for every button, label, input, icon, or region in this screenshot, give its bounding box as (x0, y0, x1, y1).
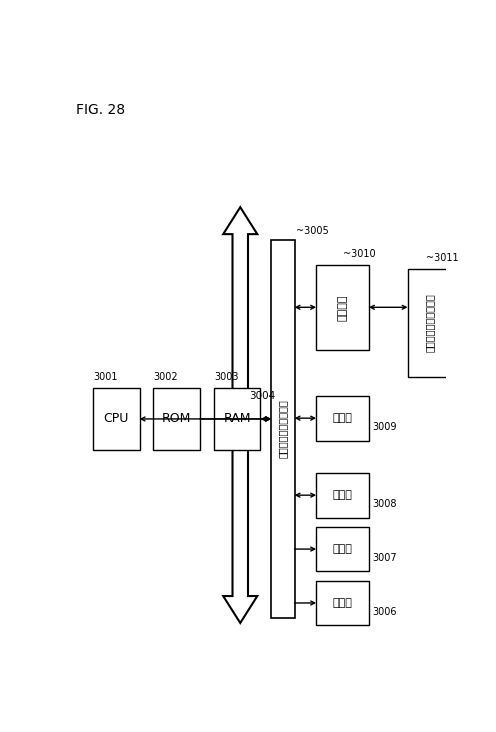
Text: 3007: 3007 (372, 553, 397, 563)
Bar (316, 265, 369, 350)
Bar (316, 473, 369, 518)
Text: 入力部: 入力部 (333, 598, 353, 608)
Bar (153, 388, 200, 449)
Bar (93, 388, 139, 449)
Text: リムーバブルメディア: リムーバブルメディア (425, 294, 435, 352)
Text: 3002: 3002 (153, 372, 178, 381)
Bar (316, 396, 369, 441)
Text: ~3011: ~3011 (426, 253, 458, 263)
Text: ~3010: ~3010 (343, 249, 375, 259)
Bar (408, 269, 452, 376)
Bar (316, 527, 369, 572)
Text: 入出力インタフェース: 入出力インタフェース (278, 400, 288, 458)
Text: CPU: CPU (104, 412, 129, 425)
Text: RAM: RAM (223, 412, 251, 425)
Text: 出力部: 出力部 (333, 544, 353, 554)
Bar (214, 388, 260, 449)
Polygon shape (223, 207, 257, 623)
Text: ROM: ROM (162, 412, 191, 425)
Text: ~3005: ~3005 (296, 226, 329, 236)
Text: 記憶部: 記憶部 (333, 490, 353, 500)
Text: 3008: 3008 (372, 499, 396, 509)
Bar (316, 580, 369, 625)
Text: FIG. 28: FIG. 28 (76, 103, 125, 117)
Text: 通信部: 通信部 (333, 413, 353, 423)
Text: ドライブ: ドライブ (338, 294, 348, 321)
Text: 3001: 3001 (93, 372, 118, 381)
Text: 3009: 3009 (372, 422, 396, 432)
Bar (271, 240, 295, 618)
Text: 3004: 3004 (249, 391, 276, 401)
Text: 3006: 3006 (372, 607, 396, 617)
Text: 3003: 3003 (214, 372, 239, 381)
